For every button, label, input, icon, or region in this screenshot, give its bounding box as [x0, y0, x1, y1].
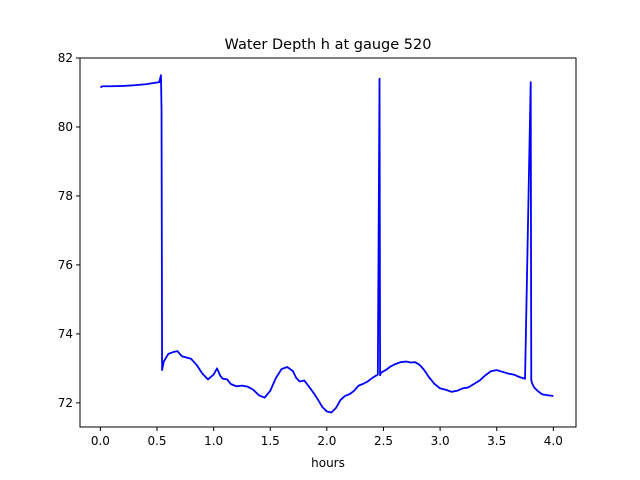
x-tick-label: 0.5 — [147, 434, 166, 448]
x-tick-label: 3.5 — [487, 434, 506, 448]
x-tick-label: 2.0 — [317, 434, 336, 448]
y-tick-label: 80 — [58, 120, 73, 134]
x-tick-label: 0.0 — [91, 434, 110, 448]
y-axis-ticks: 72 74 76 78 80 82 — [58, 51, 80, 410]
y-tick-label: 72 — [58, 396, 73, 410]
x-tick-label: 4.0 — [544, 434, 563, 448]
x-axis-label: hours — [311, 456, 345, 470]
x-axis-ticks: 0.0 0.5 1.0 1.5 2.0 2.5 3.0 3.5 4.0 — [91, 427, 563, 448]
x-tick-label: 3.0 — [431, 434, 450, 448]
x-tick-label: 1.0 — [204, 434, 223, 448]
series-line-0 — [100, 74, 554, 414]
series-layer — [100, 74, 554, 414]
x-tick-label: 2.5 — [374, 434, 393, 448]
y-tick-label: 82 — [58, 51, 73, 65]
chart-title: Water Depth h at gauge 520 — [225, 37, 432, 53]
plot-area-frame — [79, 57, 577, 428]
y-tick-label: 76 — [58, 258, 73, 272]
y-tick-label: 74 — [58, 327, 73, 341]
y-tick-label: 78 — [58, 189, 73, 203]
x-tick-label: 1.5 — [261, 434, 280, 448]
